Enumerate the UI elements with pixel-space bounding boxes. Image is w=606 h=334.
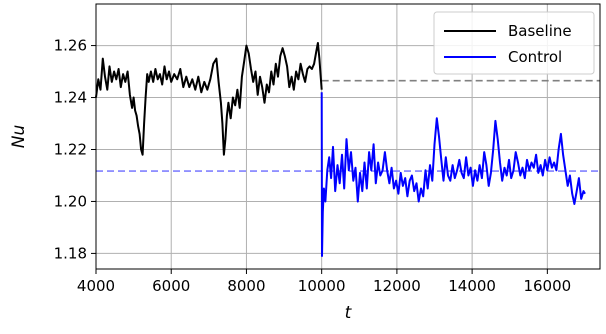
x-tick-label: 10000 xyxy=(298,277,346,295)
x-tick-label: 8000 xyxy=(227,277,265,295)
x-tick-label: 16000 xyxy=(523,277,571,295)
legend: Baseline Control xyxy=(433,11,595,75)
series-line-baseline xyxy=(95,42,323,156)
legend-label-control: Control xyxy=(508,48,562,66)
y-tick-label: 1.26 xyxy=(54,37,87,55)
legend-label-baseline: Baseline xyxy=(508,22,572,40)
x-tick-label: 4000 xyxy=(77,277,115,295)
legend-box xyxy=(433,11,595,75)
y-tick-label: 1.22 xyxy=(54,140,87,158)
y-tick-label: 1.18 xyxy=(54,244,87,262)
y-axis-label: Nu xyxy=(9,125,29,149)
y-tick-label: 1.20 xyxy=(54,192,87,210)
x-tick-label: 6000 xyxy=(152,277,190,295)
plot-frame xyxy=(95,3,601,270)
x-tick-label: 12000 xyxy=(373,277,421,295)
tick-layer: 4000 6000 8000 10000 12000 14000 16000 1.18 1.20… xyxy=(54,37,572,295)
y-tick-label: 1.24 xyxy=(54,89,87,107)
series-layer xyxy=(95,42,586,257)
x-tick-label: 14000 xyxy=(448,277,496,295)
reference-lines xyxy=(96,79,600,172)
series-line-control xyxy=(320,92,586,257)
x-axis-label: t xyxy=(345,303,353,323)
